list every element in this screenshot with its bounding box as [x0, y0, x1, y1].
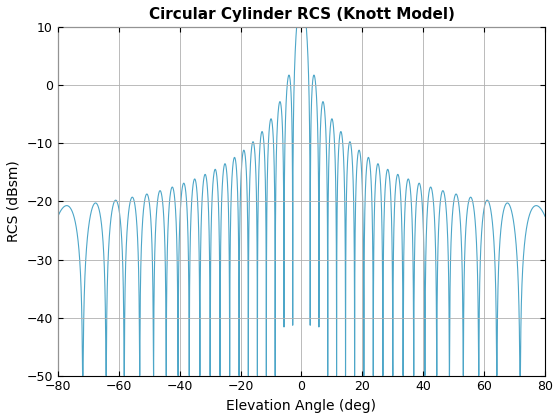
Title: Circular Cylinder RCS (Knott Model): Circular Cylinder RCS (Knott Model): [148, 7, 454, 22]
Y-axis label: RCS (dBsm): RCS (dBsm): [7, 160, 21, 242]
X-axis label: Elevation Angle (deg): Elevation Angle (deg): [226, 399, 376, 413]
